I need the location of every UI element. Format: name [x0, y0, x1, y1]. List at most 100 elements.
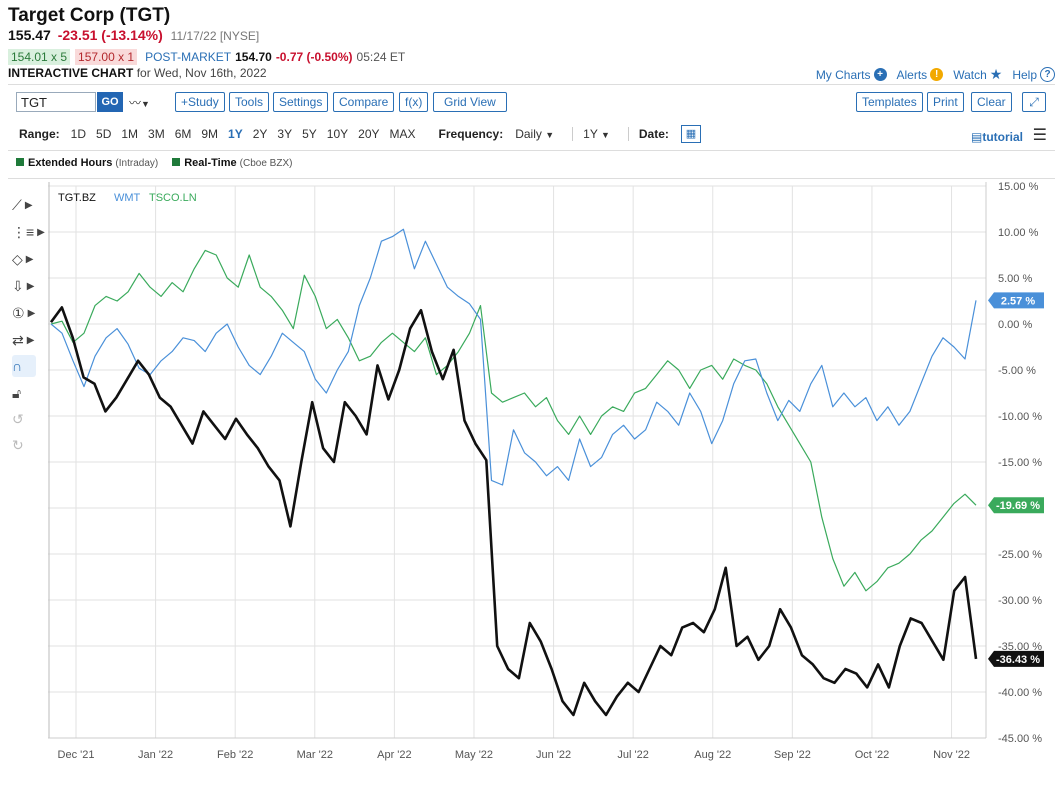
range-option-2y[interactable]: 2Y: [252, 127, 268, 141]
tutorial-link[interactable]: ▤tutorial: [971, 130, 1023, 144]
range-option-3y[interactable]: 3Y: [277, 127, 293, 141]
fibonacci-tool[interactable]: ⋮≡ ▶: [12, 223, 45, 240]
tools-button[interactable]: Tools: [229, 92, 270, 112]
templates-button[interactable]: Templates: [856, 92, 923, 112]
frequency-value: Daily: [515, 127, 542, 141]
chevron-down-icon: ▼: [545, 130, 555, 140]
alerts-link[interactable]: Alerts!: [897, 68, 944, 82]
y-tick-label: -10.00 %: [998, 411, 1042, 423]
grid-view-button[interactable]: Grid View: [433, 92, 507, 112]
date-label: Date:: [627, 127, 669, 141]
chart-label: INTERACTIVE CHART: [8, 66, 134, 80]
series-legend-item: TSCO.LN: [149, 192, 197, 204]
x-tick-label: Dec '21: [58, 749, 95, 761]
last-value-badge: [988, 497, 1044, 514]
price-chart[interactable]: 15.00 % 10.00 % 5.00 % 0.00 % -5.00 % -10.00 …: [48, 182, 1053, 766]
y-tick-label: 0.00 %: [998, 319, 1032, 331]
range-option-3m[interactable]: 3M: [148, 127, 165, 141]
x-tick-label: Apr '22: [377, 749, 412, 761]
shape-icon: ◇: [12, 250, 23, 267]
x-tick-label: Feb '22: [217, 749, 253, 761]
chart-date: for Wed, Nov 16th, 2022: [136, 66, 267, 80]
last-value-label: -19.69 %: [996, 500, 1040, 512]
annotation-tool[interactable]: ① ▶: [12, 304, 36, 321]
frequency-select[interactable]: Daily ▼: [515, 127, 554, 141]
x-tick-label: Jul '22: [617, 749, 648, 761]
watch-label: Watch: [953, 67, 987, 82]
settings-button[interactable]: Settings: [273, 92, 329, 112]
my-charts-link[interactable]: My Charts +: [816, 68, 887, 82]
study-button[interactable]: +Study: [175, 92, 225, 112]
range-option-10y[interactable]: 10Y: [326, 127, 349, 141]
range-option-1m[interactable]: 1M: [121, 127, 139, 141]
green-square-icon: [172, 158, 181, 166]
bid-ask-row: 154.01 x 5 157.00 x 1 POST-MARKET 154.70…: [8, 49, 405, 65]
arrow-tool[interactable]: ⇩ ▶: [12, 277, 35, 294]
period-select[interactable]: 1Y ▼: [572, 127, 610, 141]
chevron-down-icon: ▼: [141, 99, 150, 109]
extended-hours-item[interactable]: Extended Hours (Intraday): [16, 157, 158, 169]
period-value: 1Y: [583, 127, 598, 141]
range-option-1y[interactable]: 1Y: [228, 127, 243, 141]
bid-badge: 154.01 x 5: [8, 49, 71, 65]
range-option-5y[interactable]: 5Y: [302, 127, 317, 141]
range-option-20y[interactable]: 20Y: [358, 127, 380, 141]
chart-type-dropdown[interactable]: 〰▼: [129, 94, 150, 111]
range-option-max[interactable]: MAX: [389, 127, 416, 141]
range-option-6m[interactable]: 6M: [174, 127, 192, 141]
lines-tool[interactable]: ⇄ ▶: [12, 331, 35, 348]
undo-icon: ↺: [12, 410, 24, 427]
magnet-icon: ∩: [12, 358, 23, 374]
symbol-input[interactable]: TGT: [16, 92, 96, 112]
range-option-9m[interactable]: 9M: [201, 127, 219, 141]
redo-tool[interactable]: ↻: [12, 434, 42, 456]
realtime-item[interactable]: Real-Time (Cboe BZX): [172, 157, 292, 169]
go-button[interactable]: GO: [97, 92, 123, 112]
post-market-time: 05:24 ET: [356, 50, 406, 64]
arrow-down-icon: ⇩: [12, 277, 24, 294]
realtime-label: Real-Time: [184, 157, 237, 169]
line-chart-icon: 〰: [129, 96, 142, 110]
help-link[interactable]: Help?: [1012, 67, 1055, 82]
divider: [8, 150, 1055, 151]
shape-tool[interactable]: ◇ ▶: [12, 250, 34, 267]
y-tick-label: 5.00 %: [998, 273, 1032, 285]
range-option-5d[interactable]: 5D: [96, 127, 112, 141]
calendar-icon[interactable]: ▦: [680, 125, 701, 143]
clear-button[interactable]: Clear: [971, 92, 1012, 112]
divider: [8, 84, 1055, 85]
y-tick-label: 10.00 %: [998, 227, 1039, 239]
price-change: -23.51 (-13.14%): [57, 27, 163, 43]
compare-button[interactable]: Compare: [333, 92, 395, 112]
y-tick-label: 15.00 %: [998, 182, 1039, 193]
last-value-badge: [988, 650, 1044, 667]
menu-icon[interactable]: ☰: [1032, 127, 1047, 144]
page-title: Target Corp (TGT): [8, 5, 171, 26]
x-tick-label: Nov '22: [933, 749, 970, 761]
series-legend-item: TGT.BZ: [58, 192, 96, 204]
watch-link[interactable]: Watch ★: [953, 66, 1002, 83]
last-value-label: 2.57 %: [1001, 295, 1035, 307]
y-tick-label: -5.00 %: [998, 365, 1036, 377]
x-tick-label: Mar '22: [297, 749, 333, 761]
y-tick-label: -25.00 %: [998, 549, 1042, 561]
range-option-1d[interactable]: 1D: [70, 127, 87, 141]
print-button[interactable]: Print: [927, 92, 964, 112]
interactive-chart-label: INTERACTIVE CHART for Wed, Nov 16th, 202…: [8, 66, 267, 80]
fibonacci-icon: ⋮≡: [12, 223, 35, 240]
series-line-wmt: [50, 228, 977, 486]
trendline-tool[interactable]: ⟋ ▶: [12, 196, 33, 213]
x-tick-label: Jan '22: [138, 749, 173, 761]
fx-button[interactable]: f(x): [399, 92, 429, 112]
trendline-icon: ⟋: [12, 196, 22, 213]
expand-icon[interactable]: ⤢: [1022, 92, 1046, 112]
extended-sub: (Intraday): [115, 158, 159, 169]
lock-tool[interactable]: 🔓︎: [12, 382, 42, 404]
undo-tool[interactable]: ↺: [12, 408, 42, 430]
ask-badge: 157.00 x 1: [75, 49, 138, 65]
extended-label: Extended Hours: [28, 157, 113, 169]
series-line-tsco-ln: [50, 249, 977, 592]
magnet-tool[interactable]: ∩: [12, 355, 36, 377]
y-tick-label: -30.00 %: [998, 595, 1042, 607]
quote-time: 11/17/22 [NYSE]: [170, 29, 260, 43]
